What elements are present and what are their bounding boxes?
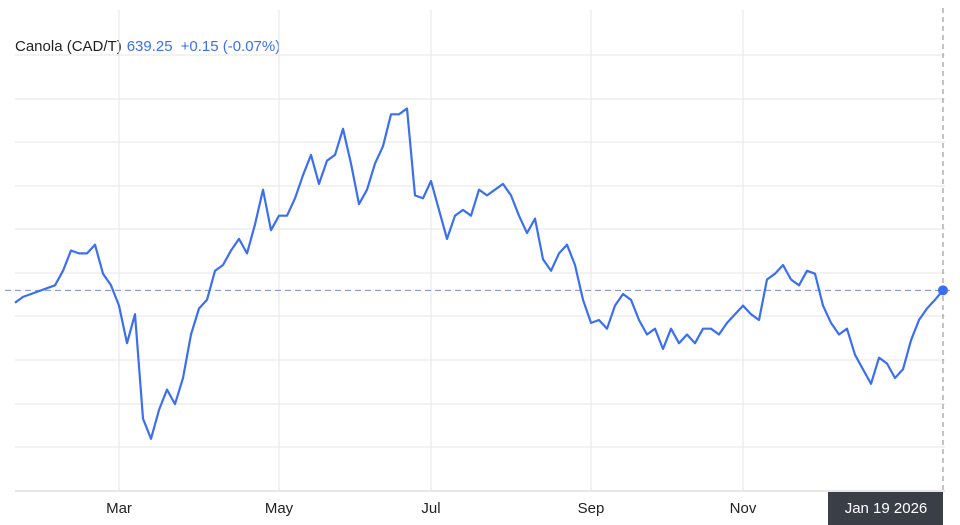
x-tick-label: Mar — [106, 500, 132, 517]
x-tick-label: Sep — [578, 500, 605, 517]
horizontal-grid — [15, 54, 945, 448]
last-price: 639.25 — [127, 38, 173, 55]
date-label: Jan 19 2026 — [845, 500, 928, 517]
date-label-box — [828, 492, 943, 525]
chart-title: Canola (CAD/T) — [15, 38, 122, 55]
last-point — [938, 285, 948, 296]
x-tick-label: May — [265, 500, 294, 517]
x-tick-label: Jul — [421, 500, 440, 517]
price-change: +0.15 (-0.07%) — [181, 38, 281, 55]
x-tick-label: Nov — [730, 500, 757, 517]
price-line — [14, 107, 944, 440]
